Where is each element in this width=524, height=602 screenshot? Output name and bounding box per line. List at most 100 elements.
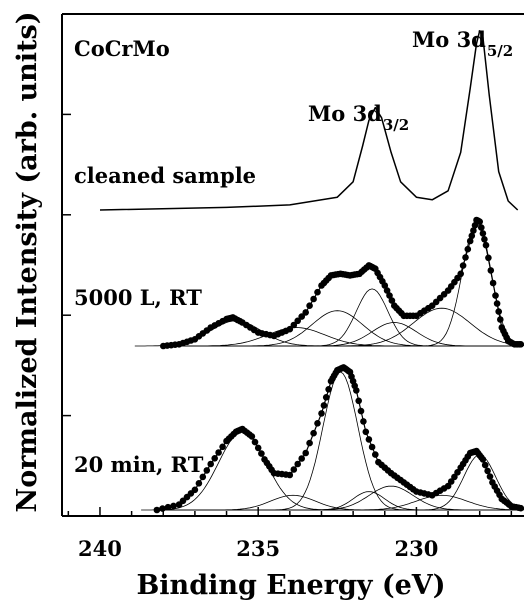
peak-label-mo-5-2-sub: 5/2 [487,42,513,60]
data-point [362,428,370,436]
data-point [306,439,313,447]
data-point [254,444,262,452]
x-axis-title: Binding Energy (eV) [136,570,445,601]
data-point [355,397,363,405]
data-point [164,503,172,511]
data-point [195,480,203,487]
spectra [99,30,524,514]
peak-label-mo-3-2-sub: 3/2 [383,116,409,134]
data-point [207,460,214,468]
x-tick-label: 235 [236,536,280,561]
fit-component [194,327,395,347]
data-point [479,456,487,463]
series-line [99,30,519,211]
data-point [353,387,360,394]
data-point [457,270,465,278]
data-point [360,418,367,425]
data-point [492,292,499,299]
data-point [159,505,166,512]
fit-component [236,310,436,347]
fit-component [191,494,392,511]
data-point [306,302,313,310]
data-point [459,262,467,269]
data-point [485,254,492,262]
x-tick-label: 230 [394,536,438,561]
data-point [464,245,472,253]
data-point [489,279,497,287]
fit-component [289,485,490,511]
data-point [320,402,328,409]
series-label-cleaned: cleaned sample [74,163,256,188]
data-point [286,325,294,333]
data-point [199,473,207,481]
fit-component [134,320,335,347]
data-point [357,407,365,415]
data-point [388,297,396,304]
data-point [294,460,302,468]
peak-label-mo-3-2-main: Mo 3d [308,101,382,126]
data-point [454,469,461,476]
data-point [447,478,455,485]
data-point [290,466,298,473]
data-point [484,467,491,475]
data-point [258,450,265,457]
data-point [322,394,330,401]
data-point [493,300,501,307]
data-point [211,455,218,462]
data-point [170,502,177,510]
peak-label-mo-5-2: Mo 3d5/2 [412,27,513,60]
data-point [497,316,504,323]
data-point [386,292,393,299]
series-line [156,366,521,511]
data-point [286,471,294,479]
peak-label-mo-5-2-main: Mo 3d [412,27,486,52]
y-axis-title: Normalized Intensity (arb. units) [12,12,43,513]
data-point [310,429,317,437]
data-point [486,473,494,480]
data-point [481,461,489,469]
data-point [466,237,474,245]
data-point [310,295,317,303]
data-point [302,449,310,457]
data-point [318,410,325,417]
data-point [517,504,524,512]
data-point [368,443,376,451]
data-point [298,313,306,320]
data-point [487,267,495,274]
data-point [314,288,321,296]
axis-ticks: 240 235 230 [62,13,513,561]
data-point [517,341,524,348]
data-point [251,438,259,446]
data-point [372,451,379,458]
data-point [481,236,488,243]
series-label-5000l: 5000 L, RT [74,285,202,310]
series-label-20min: 20 min, RT [74,452,204,477]
data-point [383,287,391,294]
x-tick-label: 240 [78,536,122,561]
data-point [476,218,484,225]
data-point [215,449,222,456]
data-point [365,436,373,443]
data-point [294,317,302,325]
data-point [478,224,485,231]
data-point [381,282,389,289]
data-point [153,506,161,514]
plot-frame [61,13,524,517]
data-point [203,467,211,474]
peak-label-mo-3-2: Mo 3d3/2 [308,101,409,134]
sample-label: CoCrMo [74,36,170,61]
data-point [219,443,226,451]
data-point [290,321,298,329]
data-point [314,420,321,427]
data-point [191,486,199,494]
data-point [298,455,306,462]
data-point [325,386,332,393]
data-point [470,227,477,234]
data-point [302,309,310,316]
data-point [468,232,476,240]
data-point [462,254,469,261]
data-point [482,241,490,249]
data-point [495,308,503,315]
data-point [248,433,256,440]
